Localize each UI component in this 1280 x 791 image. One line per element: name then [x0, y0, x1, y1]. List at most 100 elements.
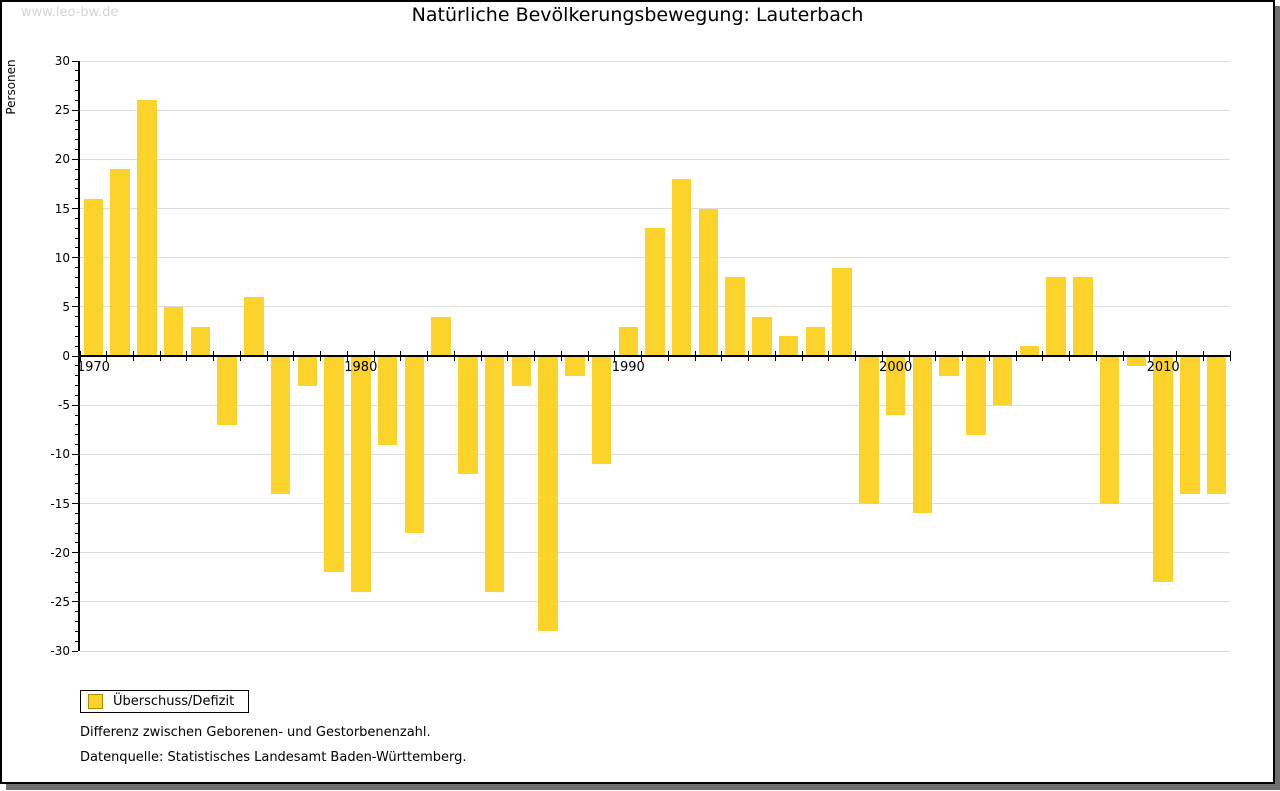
bar-1999: [859, 356, 879, 504]
y-tick-label: -5: [58, 398, 70, 413]
gridline: [80, 650, 1230, 652]
y-minor-tick: [75, 434, 78, 436]
y-tick-label: 5: [62, 299, 70, 314]
y-minor-tick: [75, 227, 78, 229]
y-minor-tick: [75, 512, 78, 514]
y-major-tick: [72, 503, 78, 504]
y-tick-label: 15: [54, 201, 70, 216]
legend-label: Überschuss/Defizit: [113, 694, 235, 709]
y-minor-tick: [75, 345, 78, 347]
y-minor-tick: [75, 444, 78, 445]
y-tick-label: -20: [50, 545, 70, 560]
bar-1998: [832, 267, 852, 356]
bar-1983: [431, 316, 451, 356]
y-minor-tick: [75, 99, 78, 101]
bar-1976: [244, 297, 264, 356]
y-minor-tick: [75, 119, 78, 121]
gridline: [80, 601, 1230, 603]
bar-1982: [404, 356, 425, 533]
bar-1991: [645, 228, 665, 356]
y-minor-tick: [75, 335, 78, 337]
bar-2008: [1099, 356, 1120, 504]
gridline: [80, 453, 1230, 455]
y-major-tick: [72, 355, 78, 357]
y-minor-tick: [75, 90, 78, 91]
y-minor-tick: [75, 591, 78, 593]
y-major-tick: [72, 158, 78, 160]
y-minor-tick: [75, 483, 78, 485]
y-tick-label: -10: [50, 447, 70, 462]
x-tick-label: 1970: [76, 360, 110, 375]
y-minor-tick: [75, 237, 78, 239]
y-minor-tick: [75, 621, 78, 622]
y-minor-tick: [75, 375, 78, 377]
bar-2009: [1126, 356, 1147, 366]
x-tick-label: 2000: [879, 360, 913, 375]
y-minor-tick: [75, 267, 78, 268]
y-tick-label: -15: [50, 496, 70, 511]
x-tick-label: 1980: [344, 360, 378, 375]
y-minor-tick: [75, 149, 78, 150]
legend-swatch-icon: [88, 694, 103, 709]
bar-1988: [565, 356, 585, 376]
bar-2004: [992, 356, 1013, 406]
bar-2005: [1019, 346, 1040, 356]
y-minor-tick: [75, 493, 78, 495]
y-minor-tick: [75, 365, 78, 367]
y-major-tick: [72, 257, 78, 259]
x-axis-line: [80, 355, 1230, 357]
bar-1971: [110, 169, 130, 356]
y-tick-label: 10: [54, 250, 70, 265]
y-tick-label: 30: [54, 54, 70, 68]
y-minor-tick: [75, 198, 78, 200]
bar-2012: [1206, 356, 1227, 494]
y-minor-tick: [75, 168, 78, 170]
bar-1996: [778, 336, 799, 356]
y-minor-tick: [75, 542, 78, 544]
y-minor-tick: [75, 188, 78, 190]
bar-1972: [137, 100, 157, 356]
gridline: [80, 404, 1230, 406]
y-minor-tick: [75, 522, 78, 524]
y-minor-tick: [75, 247, 78, 249]
bar-1979: [324, 356, 344, 573]
bar-1997: [805, 326, 826, 356]
caption-source: Datenquelle: Statistisches Landesamt Bad…: [80, 750, 467, 765]
bar-1981: [377, 356, 398, 445]
bar-1987: [538, 356, 558, 632]
bar-2001: [912, 356, 933, 514]
y-minor-tick: [75, 129, 78, 131]
chart-title: Natürliche Bevölkerungsbewegung: Lauterb…: [411, 4, 864, 26]
bar-1989: [591, 356, 612, 465]
y-minor-tick: [75, 414, 78, 416]
bar-1990: [618, 326, 638, 356]
gridline: [80, 60, 1230, 62]
bar-1992: [671, 179, 692, 356]
y-major-tick: [72, 109, 78, 111]
y-minor-tick: [75, 70, 78, 72]
legend: Überschuss/Defizit: [80, 690, 250, 713]
bar-1975: [217, 356, 237, 425]
bar-1978: [297, 356, 318, 386]
bar-2007: [1073, 277, 1093, 356]
bar-1980: [351, 356, 371, 592]
y-minor-tick: [75, 286, 78, 288]
y-minor-tick: [75, 276, 78, 278]
caption-definition: Differenz zwischen Geborenen- und Gestor…: [80, 725, 431, 740]
x-tick-label: 2010: [1146, 360, 1180, 375]
y-minor-tick: [75, 217, 78, 219]
y-minor-tick: [75, 571, 78, 573]
bar-2006: [1046, 277, 1066, 356]
y-minor-tick: [75, 562, 78, 563]
gridline: [80, 503, 1230, 504]
gridline: [80, 552, 1230, 554]
bar-1970: [83, 198, 104, 356]
y-minor-tick: [75, 394, 78, 396]
bar-1984: [458, 356, 478, 474]
y-minor-tick: [75, 385, 78, 386]
bar-1973: [163, 306, 184, 356]
y-major-tick: [72, 601, 78, 603]
y-major-tick: [72, 552, 78, 554]
bar-1994: [725, 277, 745, 356]
y-tick-label: 0: [62, 349, 70, 363]
